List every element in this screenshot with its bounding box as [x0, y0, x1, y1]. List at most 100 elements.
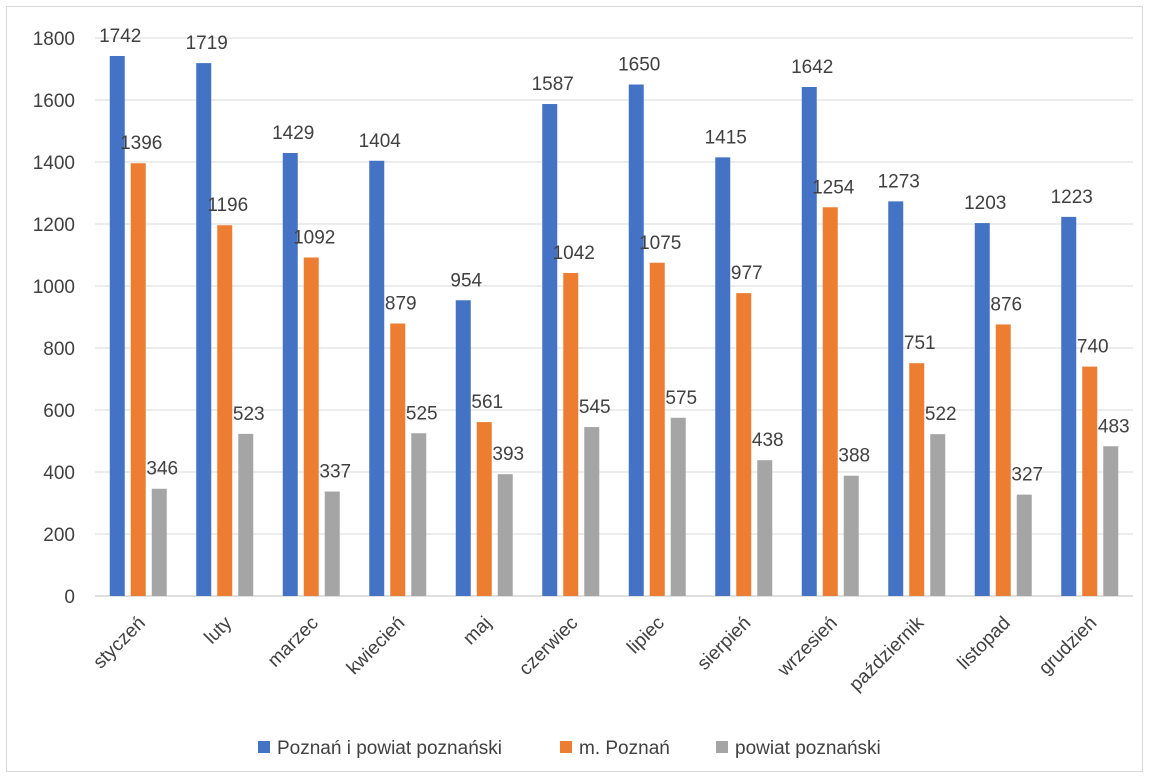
bar: [303, 257, 319, 596]
bar: [584, 427, 600, 596]
bar: [888, 201, 904, 596]
data-label: 327: [1011, 465, 1043, 486]
data-label: 522: [925, 404, 957, 425]
legend-swatch: [258, 741, 270, 753]
data-label: 1223: [1051, 187, 1093, 208]
bar: [109, 55, 125, 597]
bar: [822, 207, 838, 596]
bar: [801, 86, 817, 596]
x-tick-label: październik: [845, 612, 928, 695]
data-label: 1042: [553, 243, 595, 264]
data-label: 1587: [532, 74, 574, 95]
legend-swatch: [560, 741, 572, 753]
bar: [455, 300, 471, 596]
bar: [196, 63, 212, 597]
bar: [130, 163, 146, 597]
data-label: 954: [450, 270, 482, 291]
bar: [649, 262, 665, 596]
data-label: 1254: [812, 177, 855, 198]
bar: [217, 225, 233, 597]
y-tick-label: 1200: [33, 215, 75, 236]
data-label: 575: [665, 388, 697, 409]
x-tick-label: grudzień: [1035, 613, 1101, 679]
bar: [715, 157, 731, 596]
bar: [282, 153, 298, 596]
bar: [1061, 216, 1077, 596]
legend-swatch: [716, 741, 728, 753]
data-label: 751: [904, 333, 936, 354]
y-tick-label: 1000: [33, 277, 75, 298]
data-label: 1075: [639, 233, 681, 254]
data-label: 879: [385, 294, 417, 315]
data-label: 876: [990, 294, 1022, 315]
data-label: 388: [838, 446, 870, 467]
y-tick-label: 600: [43, 401, 75, 422]
y-tick-label: 400: [43, 463, 75, 484]
bar: [843, 475, 859, 596]
bar: [411, 433, 427, 596]
data-label: 1642: [791, 57, 833, 78]
data-label: 337: [319, 462, 351, 483]
x-tick-label: lipiec: [623, 613, 668, 658]
bar: [930, 434, 946, 596]
x-tick-label: listopad: [954, 613, 1015, 674]
y-tick-label: 200: [43, 525, 75, 546]
data-label: 1415: [705, 127, 747, 148]
bar: [497, 474, 513, 596]
legend-label: powiat poznański: [735, 738, 881, 759]
y-tick-label: 0: [64, 587, 75, 608]
x-tick-label: marzec: [264, 613, 323, 672]
data-label: 1650: [618, 55, 660, 76]
bar: [757, 460, 773, 596]
data-label: 483: [1098, 416, 1130, 437]
data-label: 523: [233, 404, 265, 425]
bar: [151, 488, 167, 596]
bar: [628, 84, 644, 596]
data-label: 438: [752, 430, 784, 451]
data-label: 1092: [293, 227, 335, 248]
data-label: 545: [579, 397, 611, 418]
data-label: 1273: [878, 171, 920, 192]
bar: [909, 363, 925, 596]
bar: [995, 324, 1011, 596]
data-label: 1719: [186, 33, 228, 54]
data-label: 393: [492, 444, 524, 465]
bar: [390, 323, 406, 596]
legend-label: Poznań i powiat poznański: [277, 738, 502, 759]
bar: [563, 272, 579, 596]
bar: [736, 293, 752, 596]
data-label: 740: [1077, 337, 1109, 358]
data-label: 525: [406, 403, 438, 424]
data-label: 1429: [272, 123, 314, 144]
bar: [974, 223, 990, 596]
data-label: 977: [731, 263, 763, 284]
x-tick-label: sierpień: [693, 613, 755, 675]
data-label: 1742: [99, 26, 141, 47]
bar: [324, 491, 340, 596]
x-tick-label: styczeń: [89, 613, 149, 673]
bar: [1082, 366, 1098, 596]
x-tick-label: czerwiec: [515, 613, 582, 680]
bar: [542, 104, 558, 596]
data-label: 1404: [359, 131, 402, 152]
bar: [476, 422, 492, 596]
data-label: 346: [146, 459, 178, 480]
bar: [1016, 494, 1032, 596]
bar: [238, 433, 254, 596]
data-label: 1196: [207, 195, 248, 216]
y-tick-label: 1600: [33, 91, 75, 112]
y-tick-label: 1400: [33, 153, 75, 174]
data-label: 1396: [120, 133, 162, 154]
bar: [369, 160, 385, 596]
legend-label: m. Poznań: [579, 738, 670, 759]
bar: [670, 417, 686, 596]
data-label: 1203: [964, 193, 1006, 214]
x-tick-label: maj: [459, 613, 496, 650]
data-label: 561: [471, 392, 503, 413]
x-tick-label: luty: [201, 612, 237, 648]
x-tick-label: wrzesień: [773, 613, 842, 682]
y-tick-label: 800: [43, 339, 75, 360]
bar: [1103, 446, 1119, 596]
y-tick-label: 1800: [33, 29, 75, 50]
